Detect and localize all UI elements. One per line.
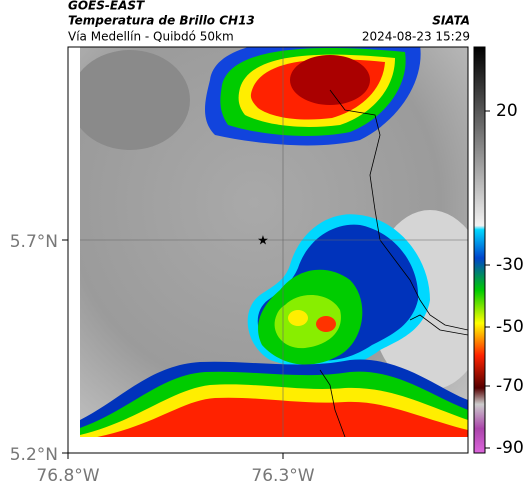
colorbar-label: -90: [496, 438, 524, 458]
map-frame: [67, 46, 469, 454]
lat-label: 5.2°N: [10, 445, 58, 465]
lat-label: 5.7°N: [10, 232, 58, 252]
colorbar-label: -70: [496, 376, 524, 396]
svg-text:★: ★: [257, 234, 269, 249]
satellite-image: ★: [80, 47, 468, 437]
agency: SIATA: [432, 14, 470, 28]
subtitle: Vía Medellín - Quibdó 50km: [68, 30, 234, 44]
colorbar-label: 20: [496, 101, 518, 121]
colorbar-label: -30: [496, 255, 524, 275]
lon-label: 76.3°W: [251, 466, 314, 486]
colorbar-label: -50: [496, 317, 524, 337]
lon-label: 76.8°W: [36, 466, 99, 486]
timestamp: 2024-08-23 15:29: [362, 30, 470, 44]
source: GOES-EAST: [68, 0, 145, 13]
colorbar: [473, 46, 486, 454]
title: Temperatura de Brillo CH13: [68, 14, 255, 28]
